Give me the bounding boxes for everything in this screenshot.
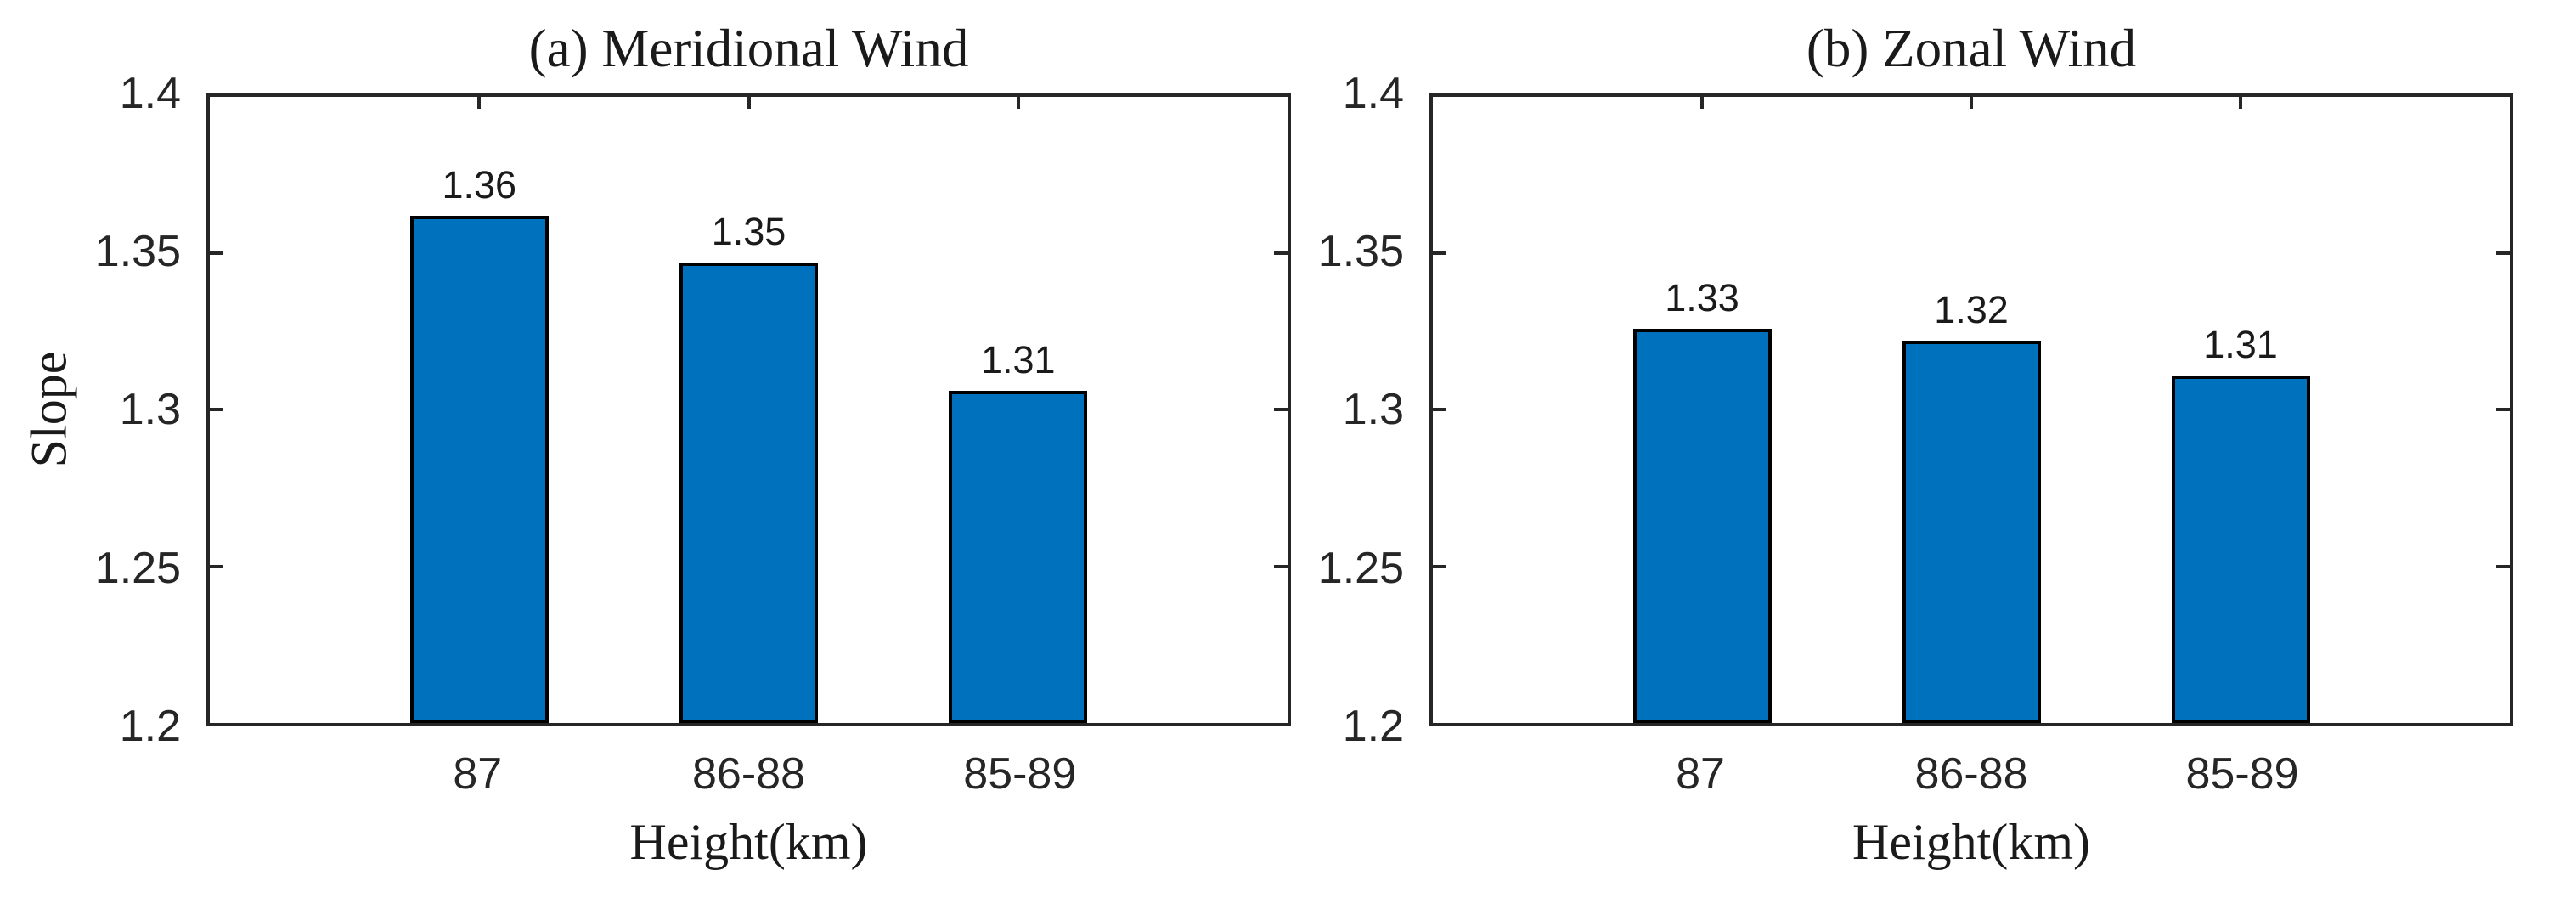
x-tick-label: 85-89 [2185,749,2299,799]
bar-87 [1632,329,1772,723]
y-tick-label: 1.4 [119,69,181,118]
y-tick-label: 1.2 [119,702,181,751]
y-tick-right [2496,565,2510,568]
y-tick-right [1274,408,1288,411]
x-tick-label: 86-88 [692,749,805,799]
plot-area-zonal: 1.33 1.32 1.31 [1429,93,2513,726]
y-tick-label: 1.35 [94,227,181,276]
y-tick-label: 1.25 [94,544,181,593]
panel-a-title: (a) Meridional Wind [528,19,969,78]
bar-value-label: 1.36 [442,163,517,206]
bar-value-label: 1.33 [1665,276,1739,319]
y-tick-label: 1.35 [1317,227,1404,276]
plot-area-meridional: 1.36 1.35 1.31 [206,93,1291,726]
y-tick-label: 1.25 [1317,544,1404,593]
bar-86-88 [1902,341,2041,723]
y-tick-right [1274,251,1288,255]
x-tick-top [477,97,482,109]
y-tick-left [210,251,223,255]
panel-b-title: (b) Zonal Wind [1806,19,2137,78]
x-tick-label: 85-89 [963,749,1077,799]
y-tick-right [2496,408,2510,411]
x-axis-label-a: Height(km) [629,814,868,870]
bar-value-label: 1.31 [2203,323,2278,366]
y-tick-left [210,408,223,411]
x-tick-label: 87 [453,749,503,799]
y-tick-left [1433,565,1446,568]
x-tick-top [1700,97,1704,109]
x-axis-label-b: Height(km) [1852,814,2090,870]
x-tick-top [1016,97,1020,109]
y-tick-label: 1.2 [1342,702,1404,751]
y-tick-left [210,565,223,568]
x-tick-label: 87 [1676,749,1725,799]
bar-85-89 [2171,376,2310,723]
y-tick-label: 1.3 [119,385,181,434]
y-tick-right [1274,565,1288,568]
bar-85-89 [949,391,1088,723]
y-tick-label: 1.3 [1342,385,1404,434]
bar-87 [409,216,549,723]
x-tick-label: 86-88 [1914,749,2028,799]
bar-value-label: 1.32 [1934,288,2009,331]
y-tick-right [2496,251,2510,255]
bar-value-label: 1.31 [980,338,1056,381]
x-tick-top [2239,97,2242,109]
y-tick-left [1433,251,1446,255]
bar-86-88 [679,263,818,723]
x-tick-top [1970,97,1973,109]
bar-value-label: 1.35 [711,210,786,253]
y-tick-left [1433,408,1446,411]
y-tick-label: 1.4 [1342,69,1404,118]
x-tick-top [747,97,751,109]
